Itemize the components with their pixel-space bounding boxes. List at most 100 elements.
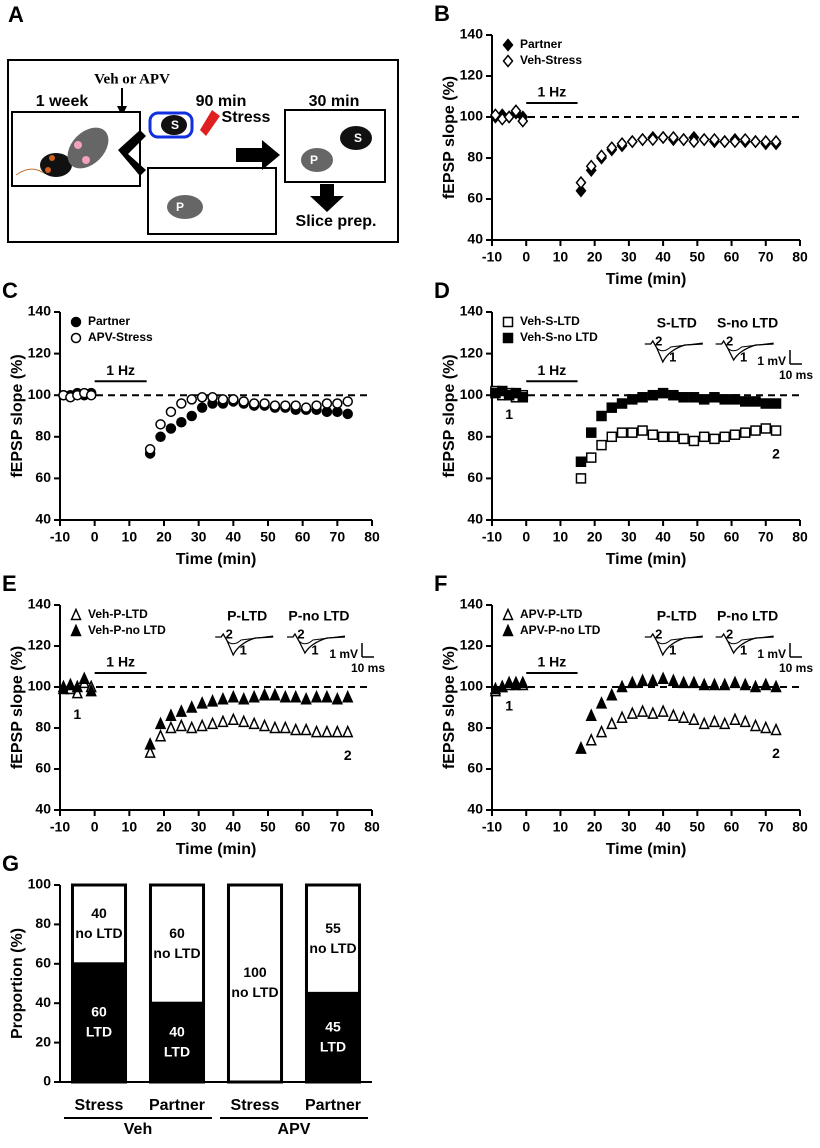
trace (727, 342, 774, 352)
legend-marker (502, 623, 514, 637)
legend-marker (70, 332, 82, 344)
x-tick-label: 40 (226, 529, 242, 545)
mouse-letter: S (354, 131, 362, 145)
y-tick-label: 40 (35, 994, 51, 1010)
legend-marker (502, 332, 514, 344)
x-tick-label: 30 (621, 529, 637, 545)
point (709, 433, 720, 445)
panel: 40 60 80 100 120 140 fEPSP slope (%) B -10 0 10 20 3… (434, 1, 808, 288)
point (227, 689, 239, 703)
point (708, 132, 720, 147)
arrow (236, 140, 280, 170)
x-tick-label: 70 (758, 249, 774, 265)
x-tick-label: 40 (655, 819, 671, 835)
point (688, 675, 700, 689)
point (176, 398, 187, 409)
point (331, 724, 343, 738)
y-tick-label: 60 (35, 955, 51, 971)
y-tick-label: 80 (35, 719, 51, 735)
point (269, 400, 281, 411)
point (626, 706, 638, 719)
point-label: 2 (344, 747, 352, 763)
point (626, 134, 638, 149)
point (729, 134, 741, 149)
y-tick-label: 60 (35, 469, 51, 485)
point (248, 689, 260, 703)
point (503, 110, 515, 124)
point (269, 720, 281, 734)
point (657, 704, 669, 717)
x-tick-label: 20 (587, 819, 603, 835)
value-label: 45 (325, 1018, 341, 1034)
x-tick-label: 0 (522, 249, 530, 265)
point (196, 402, 208, 413)
point (165, 720, 177, 734)
point (517, 114, 529, 128)
point (719, 677, 731, 691)
label-90: 90 min (196, 93, 247, 110)
x-tick-label: 70 (758, 529, 774, 545)
point (596, 410, 607, 422)
y-tick-label: 80 (35, 915, 51, 931)
value-label: 60 (91, 1004, 107, 1020)
legend-marker (70, 316, 82, 328)
x-tick-label: 30 (621, 249, 637, 265)
legend-marker (70, 607, 82, 621)
x-tick-label: 50 (690, 249, 706, 265)
y-tick-label: 100 (460, 678, 484, 694)
trace (298, 635, 346, 645)
legend-label: Veh-Stress (520, 53, 582, 67)
point (517, 675, 529, 689)
point (290, 722, 302, 736)
x-tick-label: 60 (295, 529, 311, 545)
point (647, 706, 659, 719)
point (677, 675, 690, 689)
x-tick-label: 10 (122, 529, 138, 545)
y-tick-label: 100 (460, 108, 484, 124)
point (186, 394, 197, 405)
arrow (310, 184, 344, 212)
y-tick-label: 40 (467, 511, 483, 527)
point (165, 406, 177, 418)
x-tick-label: 70 (758, 819, 774, 835)
point (626, 675, 638, 689)
mouse (67, 127, 109, 169)
x-tick-label: -10 (50, 819, 70, 835)
point (331, 691, 343, 705)
point (154, 716, 167, 730)
y-tick-label: 140 (460, 596, 484, 612)
point (595, 724, 608, 738)
x-tick-label: 30 (621, 819, 637, 835)
y-tick-label: 100 (28, 678, 52, 694)
point (719, 394, 730, 405)
segment-label: no LTD (75, 925, 122, 941)
point-label: 1 (505, 406, 513, 422)
point (606, 141, 618, 155)
y-axis-label: fEPSP slope (%) (441, 354, 458, 477)
legend-label: Partner (520, 37, 562, 51)
x-tick-label: 0 (522, 819, 530, 835)
point (668, 389, 679, 401)
point (238, 396, 249, 407)
point (279, 720, 291, 734)
point (238, 714, 250, 728)
point (144, 444, 156, 455)
point (165, 423, 177, 434)
y-tick-label: 140 (460, 26, 484, 42)
point (688, 435, 700, 447)
bar-segment (70, 962, 128, 1084)
inset-label: S-no LTD (717, 315, 778, 331)
panel-a-frame (7, 59, 399, 243)
point (698, 716, 710, 730)
segment-label: LTD (86, 1024, 112, 1040)
point (310, 689, 323, 703)
y-tick-label: 120 (460, 344, 484, 360)
point (749, 679, 762, 693)
point (575, 741, 587, 754)
point (585, 708, 597, 721)
y-axis-label: fEPSP slope (%) (441, 76, 458, 199)
y-tick-label: 140 (28, 303, 52, 319)
panel-letter: C (2, 278, 18, 303)
ear (45, 167, 51, 173)
point (258, 718, 271, 732)
